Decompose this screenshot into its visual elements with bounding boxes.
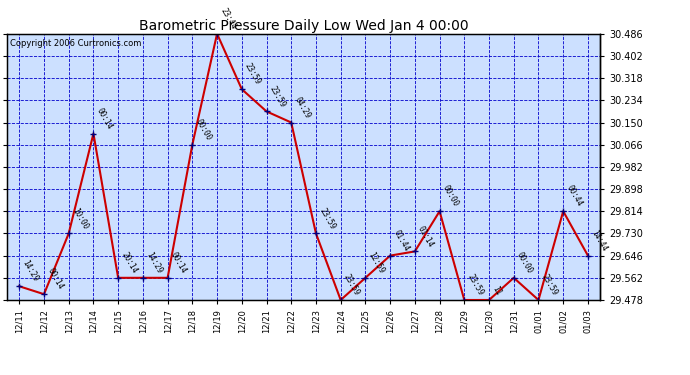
- Text: 00:00: 00:00: [515, 251, 535, 275]
- Text: Copyright 2006 Curtronics.com: Copyright 2006 Curtronics.com: [10, 39, 141, 48]
- Text: 23:59: 23:59: [466, 273, 485, 297]
- Text: 23:59: 23:59: [243, 62, 262, 87]
- Text: 01:44: 01:44: [391, 228, 411, 253]
- Text: 00:14: 00:14: [95, 106, 114, 131]
- Text: 23:59: 23:59: [540, 273, 559, 297]
- Text: 10:00: 10:00: [70, 206, 90, 231]
- Text: 20:14: 20:14: [119, 251, 139, 275]
- Text: 14:29: 14:29: [144, 251, 164, 275]
- Text: 23:44: 23:44: [219, 6, 238, 31]
- Text: 11: 11: [491, 285, 503, 297]
- Title: Barometric Pressure Daily Low Wed Jan 4 00:00: Barometric Pressure Daily Low Wed Jan 4 …: [139, 19, 469, 33]
- Text: 23:59: 23:59: [317, 206, 337, 231]
- Text: 00:44: 00:44: [564, 184, 584, 209]
- Text: 00:14: 00:14: [169, 251, 188, 275]
- Text: 14:29: 14:29: [21, 259, 40, 284]
- Text: 12:59: 12:59: [367, 251, 386, 275]
- Text: 00:00: 00:00: [194, 117, 213, 142]
- Text: 14:44: 14:44: [589, 228, 609, 253]
- Text: 01:14: 01:14: [416, 224, 435, 249]
- Text: 00:14: 00:14: [46, 267, 65, 291]
- Text: 23:59: 23:59: [268, 84, 287, 109]
- Text: 23:59: 23:59: [342, 273, 362, 297]
- Text: 04:29: 04:29: [293, 95, 312, 120]
- Text: 00:00: 00:00: [441, 184, 460, 209]
